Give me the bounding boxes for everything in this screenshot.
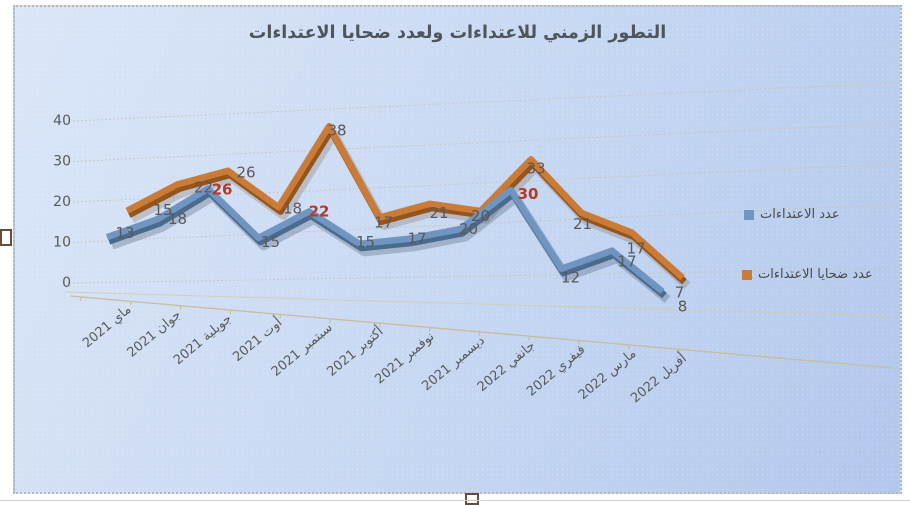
victims-data-label: 22 (194, 178, 213, 196)
legend-entry-label: عدد الاعتداءات (760, 207, 840, 222)
attacks-data-label: 17 (617, 253, 636, 271)
legend-entry-victims[interactable]: عدد ضحايا الاعتداءات (742, 267, 873, 282)
embedded-chart-object[interactable]: التطور الزمني للاعتداءات ولعدد ضحايا الا… (13, 5, 902, 494)
resize-handle-bottom-center[interactable] (465, 493, 479, 505)
resize-handle-left-center[interactable] (0, 229, 12, 246)
attacks-data-label: 26 (212, 181, 233, 199)
legend-entry-label: عدد ضحايا الاعتداءات (758, 267, 873, 282)
attacks-data-label: 30 (518, 185, 539, 203)
victims-data-label: 20 (471, 207, 490, 225)
attacks-data-label: 20 (459, 220, 478, 238)
attacks-series-swatch-icon (744, 209, 754, 220)
y-axis-tick-label: 20 (53, 194, 71, 210)
victims-data-label: 17 (374, 214, 393, 232)
chart-title: التطور الزمني للاعتداءات ولعدد ضحايا الا… (248, 23, 667, 43)
attacks-data-label: 15 (261, 233, 280, 251)
y-axis-tick-label: 30 (53, 154, 71, 170)
victims-data-label: 26 (236, 164, 255, 182)
attacks-data-label: 17 (407, 230, 426, 248)
attacks-data-label: 8 (678, 298, 688, 316)
victims-data-label: 17 (626, 240, 645, 258)
y-axis-tick-label: 10 (53, 235, 71, 251)
victims-data-label: 33 (526, 159, 545, 177)
victims-data-label: 21 (573, 215, 592, 233)
victims-data-label: 21 (429, 204, 448, 222)
attacks-data-label: 15 (356, 233, 375, 251)
victims-data-label: 15 (153, 201, 172, 219)
victims-data-label: 7 (675, 284, 685, 302)
y-axis-tick-label: 0 (62, 275, 71, 291)
page-divider (0, 500, 910, 501)
y-axis-tick-label: 40 (53, 113, 71, 129)
attacks-data-label: 12 (561, 269, 580, 287)
victims-data-label: 18 (283, 199, 302, 217)
legend-entry-attacks[interactable]: عدد الاعتداءات (744, 207, 840, 222)
victims-series-swatch-icon (742, 269, 752, 280)
attacks-data-label: 18 (168, 210, 187, 228)
victims-data-label: 38 (327, 121, 346, 139)
attacks-data-label: 22 (309, 203, 330, 221)
attacks-data-label: 13 (115, 224, 134, 242)
